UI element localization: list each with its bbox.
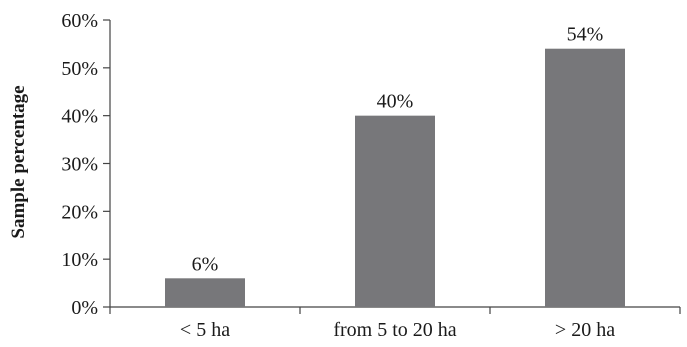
- data-labels: 6% 40% 54%: [192, 24, 604, 276]
- x-axis-labels: < 5 ha from 5 to 20 ha > 20 ha: [180, 319, 615, 341]
- x-category-label: > 20 ha: [555, 319, 615, 341]
- bars: [165, 48, 625, 308]
- bar: [545, 48, 625, 307]
- bar-data-label: 54%: [567, 24, 604, 46]
- y-tick-label: 0%: [71, 297, 98, 319]
- y-tick-label: 60%: [61, 10, 98, 32]
- y-tick-label: 50%: [61, 58, 98, 80]
- x-category-label: < 5 ha: [180, 319, 230, 341]
- y-axis-title-group: Sample percentage: [8, 85, 29, 238]
- y-tick-label: 20%: [61, 201, 98, 223]
- y-axis-ticks: 0% 10% 20% 30% 40% 50% 60%: [61, 10, 110, 319]
- y-tick-label: 30%: [61, 154, 98, 176]
- bar-data-label: 6%: [192, 253, 219, 275]
- bar-data-label: 40%: [377, 91, 414, 113]
- bar: [355, 115, 435, 308]
- y-tick-label: 40%: [61, 106, 98, 128]
- y-axis-title: Sample percentage: [8, 85, 29, 238]
- y-tick-label: 10%: [61, 249, 98, 271]
- x-category-label: from 5 to 20 ha: [333, 319, 456, 341]
- bar: [165, 278, 245, 307]
